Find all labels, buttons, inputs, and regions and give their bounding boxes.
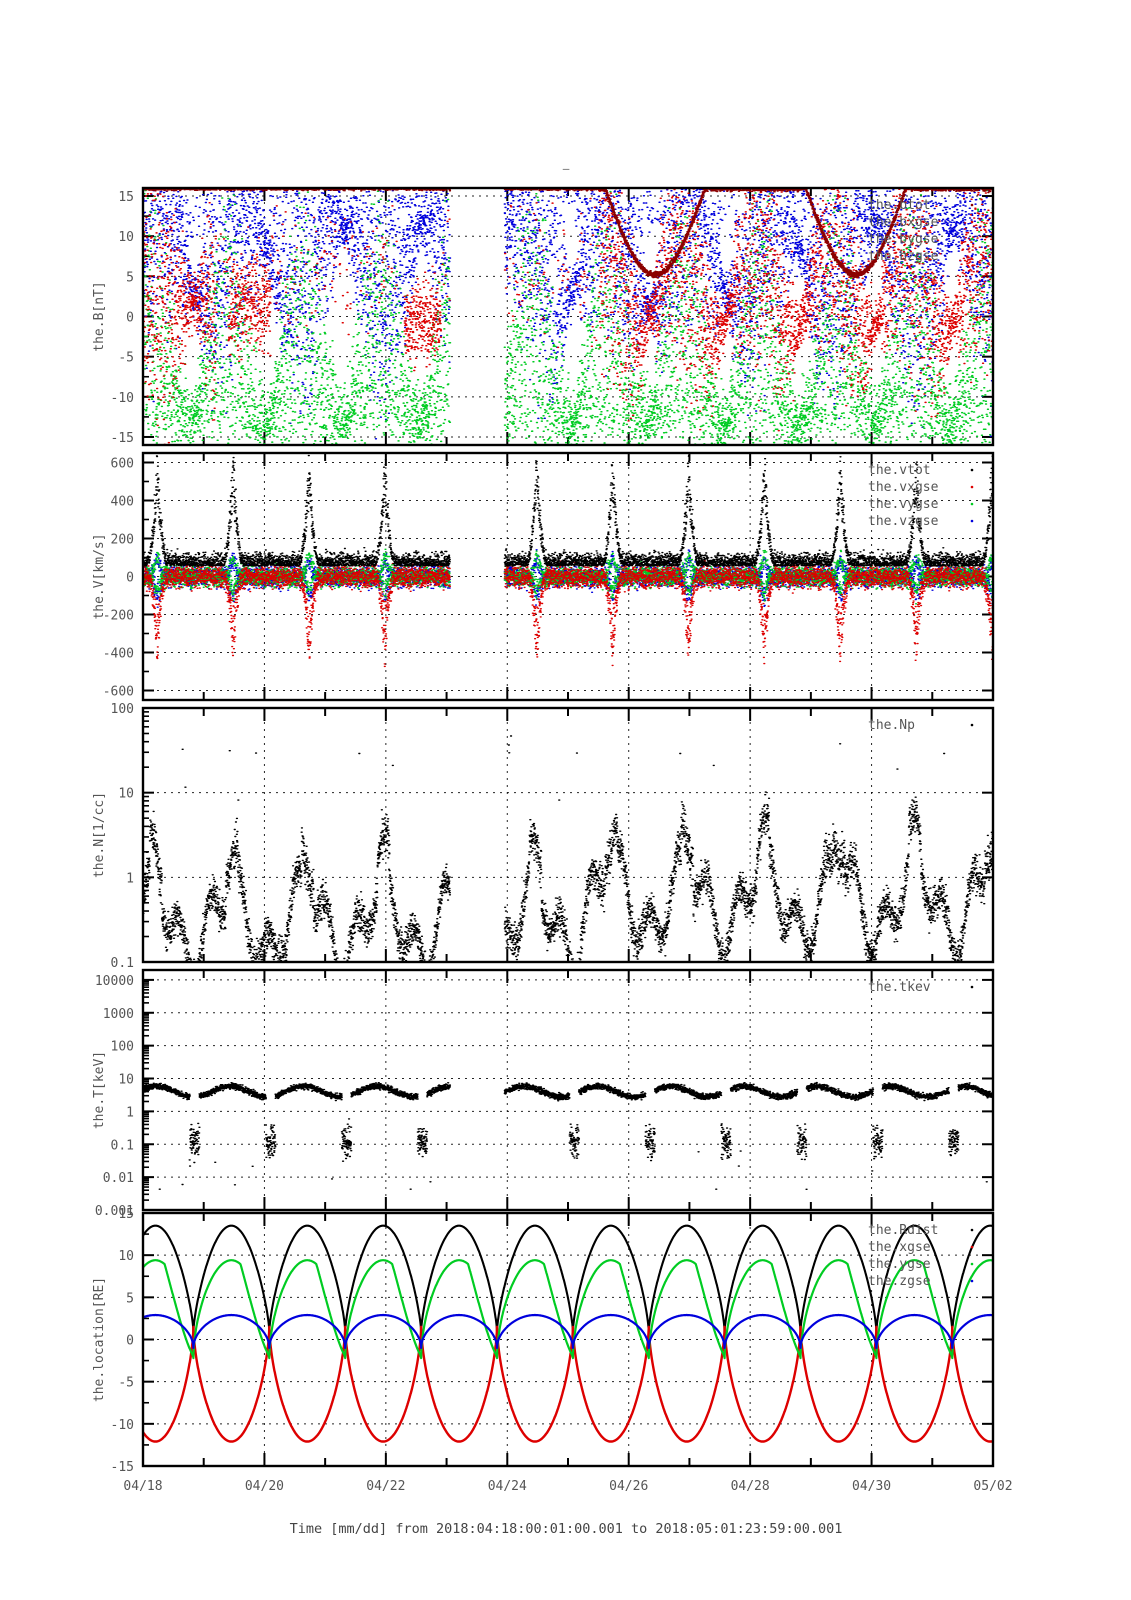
y-tick-label: 0.1: [111, 956, 134, 971]
series-the.vtot: [143, 453, 993, 567]
legend-label-the.Rdist: the.Rdist: [868, 1223, 938, 1238]
y-tick-label: 10: [118, 787, 134, 802]
legend-marker: [970, 203, 974, 207]
legend-label-the.bxgse: the.bxgse: [868, 215, 939, 230]
y-tick-label: 0: [126, 311, 134, 326]
y-tick-label: -200: [103, 609, 134, 624]
velocity-traces: [143, 453, 993, 668]
figure-caption: Time [mm/dd] from 2018:04:18:00:01:00.00…: [290, 1521, 843, 1537]
series-the.bzgse: [143, 188, 993, 440]
y-axis-title: the.N[1/cc]: [92, 792, 107, 878]
legend-label-the.btot: the.btot: [868, 198, 931, 213]
legend-label-the.vygse: the.vygse: [868, 497, 939, 512]
y-tick-label: 0.1: [111, 1138, 134, 1153]
y-tick-label: 100: [111, 1040, 134, 1055]
y-tick-label: 0: [126, 571, 134, 586]
y-tick-label: 0.01: [103, 1171, 134, 1186]
y-tick-label: 100: [111, 702, 134, 717]
y-tick-label: 200: [111, 533, 134, 548]
legend-marker: [970, 254, 974, 258]
legend-marker: [970, 985, 974, 989]
x-tick-label: 04/28: [731, 1479, 770, 1494]
panel-3-thencc: 100 10 1 0.1 the.N[1/cc] the.Np: [92, 702, 995, 971]
x-tick-label: 04/24: [488, 1479, 527, 1494]
legend-label-the.vxgse: the.vxgse: [868, 480, 939, 495]
y-tick-label: 1: [126, 871, 134, 886]
x-tick-label: 05/02: [973, 1479, 1012, 1494]
y-axis-title: the.location[RE]: [92, 1277, 107, 1402]
y-tick-label: -10: [111, 391, 134, 406]
figure-title-mark: –: [563, 162, 570, 175]
legend-marker: [970, 237, 974, 241]
legend-label-the.ygse: the.ygse: [868, 1257, 931, 1272]
y-tick-label: 10000: [95, 974, 134, 989]
panel-4-thetkev: 10000 1000 100 10 1 0.1 0.01 0.001 the.T[keV] the…: [92, 968, 995, 1219]
legend-label-the.bygse: the.bygse: [868, 232, 939, 247]
series-the.ygse: [143, 1259, 993, 1360]
y-axis-title: the.T[keV]: [92, 1051, 107, 1129]
y-axis-title: the.V[km/s]: [92, 533, 107, 619]
panel-frame: [141, 186, 995, 447]
y-tick-label: 15: [118, 190, 134, 205]
legend-label-the.vzgse: the.vzgse: [868, 514, 939, 529]
y-tick-label: -10: [111, 1418, 134, 1433]
panel-1-thebnt: 15 10 5 0 -5 -10 -15 the.B[nT] the.btot the.bxgse…: [92, 186, 995, 447]
legend-marker: [970, 723, 974, 727]
y-tick-label: 5: [126, 1291, 134, 1306]
legend-marker: [970, 1245, 974, 1249]
y-tick-label: 600: [111, 457, 134, 472]
y-tick-label: 5: [126, 270, 134, 285]
legend-marker: [970, 1279, 974, 1283]
panel-frame: [141, 1211, 995, 1468]
y-tick-label: -5: [118, 351, 134, 366]
series-the.Rdist: [143, 1224, 993, 1333]
y-axis-title: the.B[nT]: [92, 281, 107, 351]
x-tick-label: 04/20: [245, 1479, 284, 1494]
legend-marker: [970, 468, 974, 472]
panel-2-thevkms: 600 400 200 0 -200 -400 -600 the.V[km/s] the.vto…: [92, 451, 995, 702]
series-the.Np: [143, 735, 993, 962]
y-tick-label: 15: [118, 1207, 134, 1222]
y-tick-label: 400: [111, 495, 134, 510]
y-tick-label: -600: [103, 685, 134, 700]
y-tick-label: 1: [126, 1105, 134, 1120]
series-the.tkev: [143, 1081, 993, 1190]
x-tick-label: 04/22: [366, 1479, 405, 1494]
x-tick-label: 04/18: [123, 1479, 162, 1494]
legend-marker: [970, 1228, 974, 1232]
panel-frame: [141, 706, 995, 964]
y-tick-label: 10: [118, 1249, 134, 1264]
legend-label-the.xgse: the.xgse: [868, 1240, 931, 1255]
legend-marker: [970, 502, 974, 506]
location-traces: [143, 1224, 993, 1443]
legend-label-the.zgse: the.zgse: [868, 1274, 931, 1289]
panel-frame: [141, 968, 995, 1212]
density-trace: [143, 735, 993, 962]
x-tick-label: 04/26: [609, 1479, 648, 1494]
x-tick-label: 04/30: [852, 1479, 891, 1494]
panel-frame: [141, 451, 995, 702]
y-tick-label: 1000: [103, 1007, 134, 1022]
y-tick-label: 0: [126, 1334, 134, 1349]
y-tick-label: 10: [118, 1073, 134, 1088]
temperature-trace: [143, 1081, 993, 1190]
y-tick-label: -5: [118, 1376, 134, 1391]
y-tick-label: -15: [111, 431, 134, 446]
panel-5-thelocationre: 15 10 5 0 -5 -10 -15 the.location[RE] the.Rdist t…: [92, 1207, 995, 1475]
legend-label-the.bzgse: the.bzgse: [868, 249, 939, 264]
legend-label-the.tkev: the.tkev: [868, 980, 931, 995]
series-the.xgse: [143, 1325, 993, 1443]
y-tick-label: -15: [111, 1460, 134, 1475]
y-tick-label: 10: [118, 230, 134, 245]
legend-marker: [970, 519, 974, 523]
y-tick-label: 0.001: [95, 1204, 134, 1219]
legend-label-the.Np: the.Np: [868, 718, 915, 733]
legend-marker: [970, 220, 974, 224]
legend-label-the.vtot: the.vtot: [868, 463, 931, 478]
y-tick-label: -400: [103, 647, 134, 662]
legend-marker: [970, 485, 974, 489]
series-the.zgse: [143, 1313, 993, 1350]
legend-marker: [970, 1262, 974, 1266]
